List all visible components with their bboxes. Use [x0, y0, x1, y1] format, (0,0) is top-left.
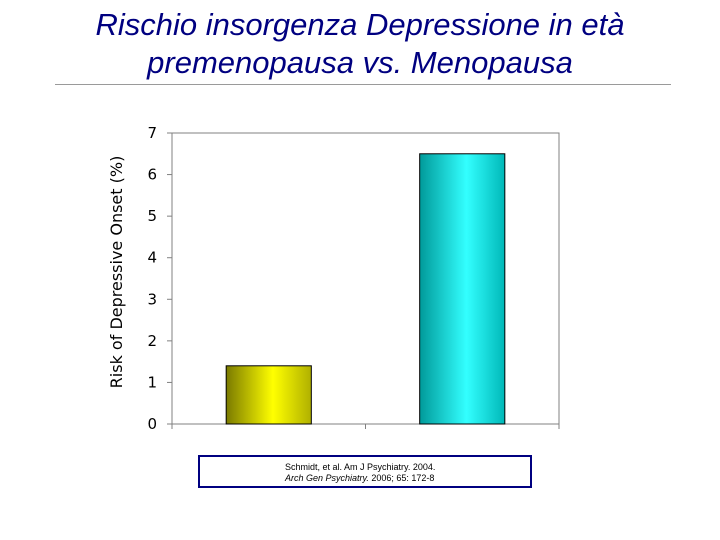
y-axis-label: Risk of Depressive Onset (%)	[107, 156, 126, 389]
citation-line-2: Arch Gen Psychiatry. 2006; 65: 172-8	[285, 473, 530, 484]
y-tick-label-5: 5	[147, 207, 157, 225]
citation-journal: Arch Gen Psychiatry.	[285, 473, 369, 483]
citation-line-1: Schmidt, et al. Am J Psychiatry. 2004.	[285, 462, 436, 472]
citation-box: Schmidt, et al. Am J Psychiatry. 2004. A…	[198, 455, 532, 488]
y-tick-label-7: 7	[147, 124, 157, 142]
bars	[225, 153, 506, 425]
slide-title-line-2: premenopausa vs. Menopausa	[147, 45, 573, 80]
y-tick-label-1: 1	[147, 373, 157, 391]
y-tick-label-4: 4	[147, 249, 157, 267]
citation-details: 2006; 65: 172-8	[368, 473, 435, 483]
y-axis: 0 1 2 3 4 5 6 7	[147, 124, 172, 433]
x-axis	[171, 424, 560, 429]
slide-title-line-1: Rischio insorgenza Depressione in età	[95, 7, 625, 42]
y-tick-label-2: 2	[147, 332, 157, 350]
bar-1	[419, 153, 506, 425]
y-tick-label-6: 6	[147, 166, 157, 184]
title-divider	[55, 84, 671, 85]
bar-0	[225, 365, 312, 425]
slide-title: Rischio insorgenza Depressione in età pr…	[0, 6, 720, 82]
y-tick-label-0: 0	[147, 415, 157, 433]
y-tick-label-3: 3	[147, 290, 157, 308]
